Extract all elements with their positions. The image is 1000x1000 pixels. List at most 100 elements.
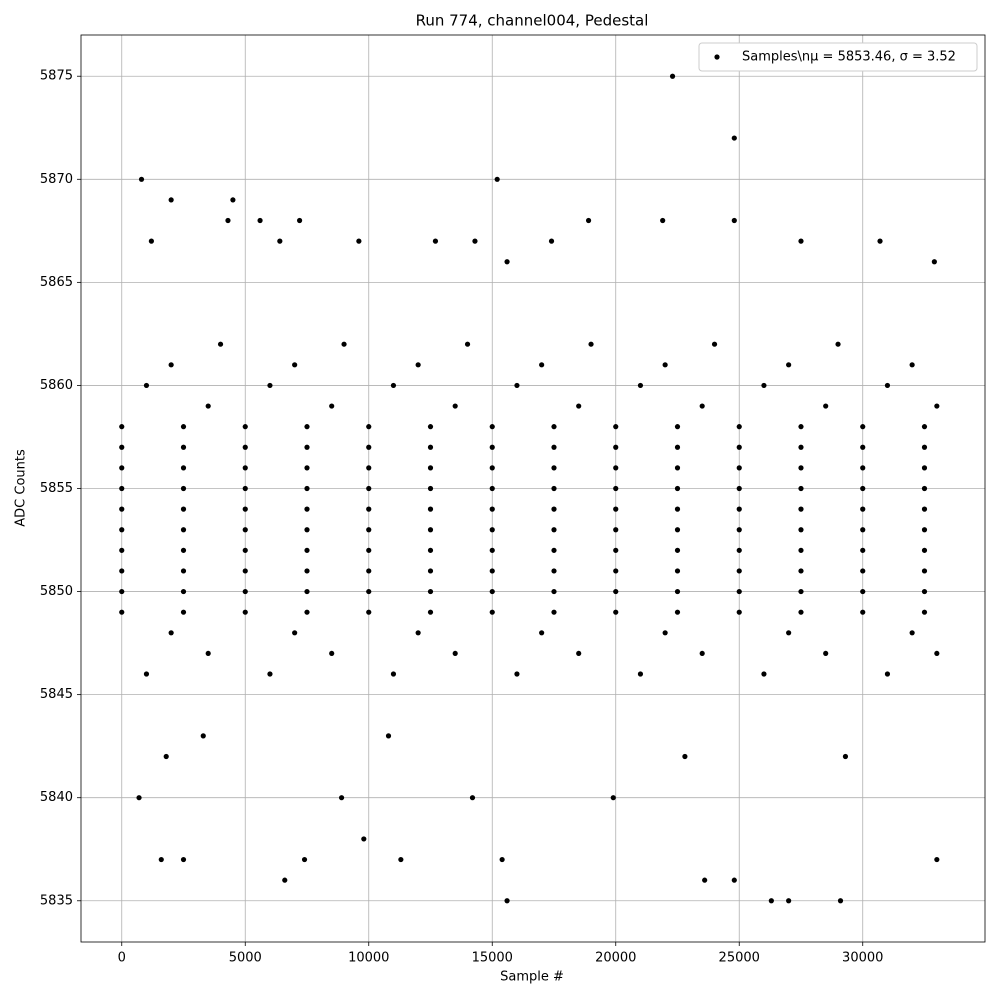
point xyxy=(514,671,520,677)
point xyxy=(921,588,928,595)
point xyxy=(921,547,928,553)
point xyxy=(613,547,619,553)
point xyxy=(304,609,310,615)
point xyxy=(205,650,211,657)
point xyxy=(242,465,248,471)
point xyxy=(835,341,841,347)
x-axis-label: Sample # xyxy=(500,970,564,985)
point xyxy=(304,506,310,512)
point xyxy=(464,341,471,347)
point xyxy=(242,609,248,615)
point xyxy=(366,444,372,450)
point xyxy=(921,568,928,574)
point xyxy=(390,382,397,389)
point xyxy=(180,588,187,595)
point xyxy=(736,609,742,615)
point xyxy=(860,588,866,595)
point xyxy=(514,382,520,389)
y-tick-label: 5850 xyxy=(40,584,73,599)
point xyxy=(180,547,187,553)
point xyxy=(736,465,742,471)
point xyxy=(699,650,705,657)
point xyxy=(361,836,367,842)
point xyxy=(860,465,866,471)
point xyxy=(798,506,804,512)
point xyxy=(168,197,174,203)
point xyxy=(267,382,273,389)
point xyxy=(242,444,248,450)
point xyxy=(390,671,397,677)
point xyxy=(786,630,792,636)
point xyxy=(798,568,804,574)
point xyxy=(934,856,940,863)
point xyxy=(674,527,681,533)
point xyxy=(200,733,206,739)
point xyxy=(798,485,804,492)
point xyxy=(761,382,767,389)
x-tick-label: 25000 xyxy=(719,951,760,966)
point xyxy=(366,424,372,430)
point xyxy=(267,671,273,677)
point xyxy=(136,795,142,801)
point xyxy=(242,506,248,512)
point xyxy=(119,527,125,533)
point xyxy=(119,506,125,512)
point xyxy=(489,465,495,471)
x-tick-label: 10000 xyxy=(348,951,389,966)
point xyxy=(489,568,495,574)
point xyxy=(921,465,928,471)
point xyxy=(860,485,866,492)
point xyxy=(884,382,891,389)
point xyxy=(415,630,421,636)
point xyxy=(860,568,866,574)
point xyxy=(205,403,211,409)
x-tick-label: 0 xyxy=(118,951,126,966)
point xyxy=(736,424,742,430)
point xyxy=(292,362,298,368)
point xyxy=(702,877,708,883)
point xyxy=(551,588,557,595)
point xyxy=(674,424,681,430)
y-tick-label: 5865 xyxy=(40,275,73,290)
point xyxy=(499,856,505,863)
point xyxy=(489,609,495,615)
point xyxy=(472,238,478,244)
point xyxy=(143,382,150,389)
y-tick-label: 5845 xyxy=(40,687,73,702)
point xyxy=(504,259,510,265)
point xyxy=(674,568,681,574)
point xyxy=(588,341,594,347)
point xyxy=(338,795,345,801)
y-tick-label: 5855 xyxy=(40,481,73,496)
point xyxy=(768,898,774,904)
point xyxy=(242,424,248,430)
point xyxy=(860,424,866,430)
point xyxy=(551,527,557,533)
x-tick-label: 15000 xyxy=(472,951,513,966)
point xyxy=(489,444,495,450)
point xyxy=(823,650,829,657)
y-tick-label: 5860 xyxy=(40,378,73,393)
point xyxy=(921,444,928,450)
point xyxy=(385,733,392,739)
point xyxy=(736,506,742,512)
point xyxy=(366,465,372,471)
point xyxy=(551,485,557,492)
point xyxy=(242,547,248,553)
point xyxy=(257,217,263,224)
point xyxy=(798,465,804,471)
chart-title: Run 774, channel004, Pedestal xyxy=(416,12,649,30)
point xyxy=(304,485,310,492)
point xyxy=(282,877,288,883)
point xyxy=(613,506,619,512)
point xyxy=(427,588,434,595)
point xyxy=(427,568,434,574)
point xyxy=(786,362,792,368)
point xyxy=(576,650,582,657)
point xyxy=(180,506,187,512)
y-tick-label: 5840 xyxy=(40,790,73,805)
point xyxy=(427,465,434,471)
point xyxy=(415,362,421,368)
point xyxy=(119,588,125,595)
legend: Samples\nμ = 5853.46, σ = 3.52 xyxy=(698,42,978,72)
